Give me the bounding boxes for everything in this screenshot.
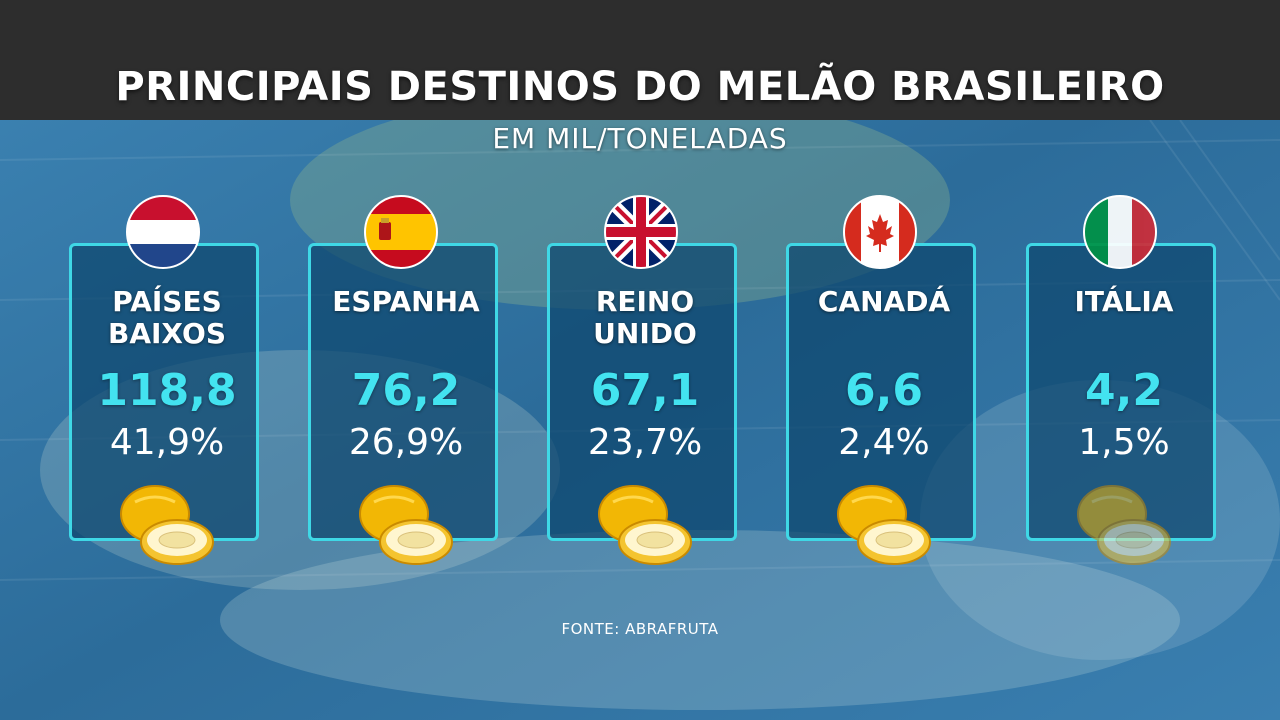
tonnage-value: 76,2 <box>351 365 461 416</box>
united-kingdom-flag-icon <box>604 195 678 269</box>
country-label-line1: CANADÁ <box>817 285 951 318</box>
tonnage-value: 6,6 <box>845 365 923 416</box>
percent-value: 41,9% <box>109 422 225 463</box>
country-label-line2: UNIDO <box>593 317 697 350</box>
canada-flag-icon <box>843 195 917 269</box>
tonnage-value: 67,1 <box>590 365 700 416</box>
melon-icon <box>1077 485 1171 565</box>
tonnage-value: 4,2 <box>1085 365 1163 416</box>
chart-title: PRINCIPAIS DESTINOS DO MELÃO BRASILEIRO <box>115 64 1165 110</box>
country-card-reino-unido: REINO UNIDO 67,1 23,7% <box>547 243 737 541</box>
country-label-line1: PAÍSES <box>112 285 222 318</box>
country-label-line1: ESPANHA <box>332 285 480 318</box>
chart-subtitle: EM MIL/TONELADAS <box>492 122 788 155</box>
country-label-line1: ITÁLIA <box>1074 285 1174 318</box>
title-bar <box>0 0 1280 120</box>
italy-flag-icon <box>1083 195 1157 269</box>
melon-icon <box>837 485 931 565</box>
tonnage-value: 118,8 <box>97 365 237 416</box>
country-card-italia: ITÁLIA 4,2 1,5% <box>1026 243 1216 541</box>
melon-icon <box>120 485 214 565</box>
percent-value: 1,5% <box>1078 422 1170 463</box>
melon-icon <box>598 485 692 565</box>
country-label-line1: REINO <box>595 285 695 318</box>
percent-value: 2,4% <box>838 422 930 463</box>
source-note: FONTE: ABRAFRUTA <box>561 620 719 638</box>
netherlands-flag-icon <box>126 195 200 269</box>
country-card-espanha: ESPANHA 76,2 26,9% <box>308 243 498 541</box>
country-label-line2: BAIXOS <box>108 317 226 350</box>
melon-icon <box>359 485 453 565</box>
spain-flag-icon <box>364 195 438 269</box>
percent-value: 26,9% <box>348 422 464 463</box>
percent-value: 23,7% <box>587 422 703 463</box>
